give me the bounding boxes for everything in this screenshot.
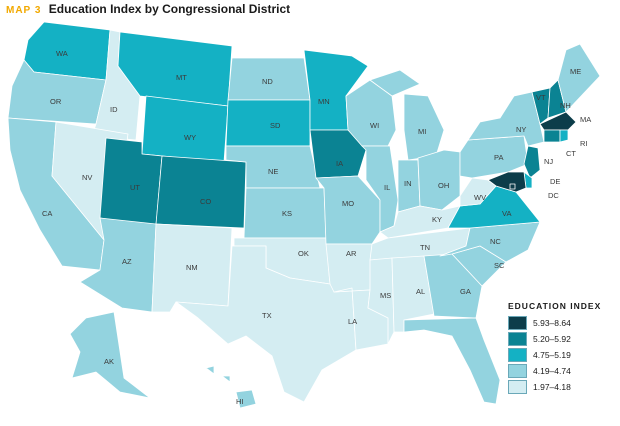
- label-co: CO: [200, 197, 211, 206]
- label-al: AL: [416, 287, 425, 296]
- legend-item: 1.97–4.18: [508, 379, 614, 395]
- legend-label: 5.93–8.64: [533, 318, 571, 328]
- label-nh: NH: [560, 101, 571, 110]
- legend-title: EDUCATION INDEX: [508, 301, 602, 311]
- label-wv: WV: [474, 193, 486, 202]
- label-tx: TX: [262, 311, 272, 320]
- state-md: [487, 171, 527, 193]
- label-tn: TN: [420, 243, 430, 252]
- legend-swatch: [508, 364, 527, 378]
- label-sc: SC: [494, 261, 505, 270]
- label-mt: MT: [176, 73, 187, 82]
- label-ne: NE: [268, 167, 278, 176]
- label-va: VA: [502, 209, 511, 218]
- label-pa: PA: [494, 153, 503, 162]
- legend-label: 5.20–5.92: [533, 334, 571, 344]
- legend-label: 4.19–4.74: [533, 366, 571, 376]
- label-ga: GA: [460, 287, 471, 296]
- label-ca: CA: [42, 209, 52, 218]
- label-dc: DC: [548, 191, 559, 200]
- label-de: DE: [550, 177, 560, 186]
- label-ak: AK: [104, 357, 114, 366]
- label-wy: WY: [184, 133, 196, 142]
- label-ar: AR: [346, 249, 357, 258]
- label-hi: HI: [236, 397, 244, 406]
- state-labels: WA OR CA ID NV MT WY UT CO AZ NM ND SD N…: [42, 49, 591, 406]
- label-nd: ND: [262, 77, 273, 86]
- label-il: IL: [384, 183, 390, 192]
- state-wy: [141, 95, 229, 163]
- label-nc: NC: [490, 237, 501, 246]
- label-mi: MI: [418, 127, 426, 136]
- label-sd: SD: [270, 121, 281, 130]
- label-ri: RI: [580, 139, 588, 148]
- label-nv: NV: [82, 173, 92, 182]
- state-va: [447, 185, 541, 229]
- label-vt: VT: [536, 93, 546, 102]
- state-nj: [523, 145, 541, 179]
- state-me: [557, 43, 601, 113]
- state-tx: [175, 245, 357, 403]
- label-id: ID: [110, 105, 118, 114]
- label-ks: KS: [282, 209, 292, 218]
- label-ok: OK: [298, 249, 309, 258]
- state-oh: [417, 149, 461, 211]
- label-ut: UT: [130, 183, 140, 192]
- state-fl: [403, 317, 501, 405]
- label-az: AZ: [122, 257, 132, 266]
- legend: EDUCATION INDEX 5.93–8.64 5.20–5.92 4.75…: [508, 301, 614, 395]
- label-mn: MN: [318, 97, 330, 106]
- state-co: [155, 155, 247, 229]
- label-nm: NM: [186, 263, 198, 272]
- label-ms: MS: [380, 291, 391, 300]
- state-ri: [559, 129, 569, 143]
- map-title: MAP 3 Education Index by Congressional D…: [6, 2, 290, 16]
- label-oh: OH: [438, 181, 449, 190]
- legend-label: 1.97–4.18: [533, 382, 571, 392]
- legend-swatch: [508, 380, 527, 394]
- label-in: IN: [404, 179, 412, 188]
- label-wi: WI: [370, 121, 379, 130]
- legend-item: 4.19–4.74: [508, 363, 614, 379]
- state-mo: [315, 175, 381, 245]
- legend-item: 5.20–5.92: [508, 331, 614, 347]
- state-nc: [439, 221, 541, 263]
- label-nj: NJ: [544, 157, 553, 166]
- state-ak: [69, 311, 151, 399]
- state-dc: [509, 183, 516, 190]
- legend-label: 4.75–5.19: [533, 350, 571, 360]
- legend-item: 4.75–5.19: [508, 347, 614, 363]
- label-ct: CT: [566, 149, 576, 158]
- legend-swatch: [508, 332, 527, 346]
- state-ky: [379, 205, 461, 239]
- label-ky: KY: [432, 215, 442, 224]
- label-la: LA: [348, 317, 357, 326]
- legend-swatch: [508, 348, 527, 362]
- label-or: OR: [50, 97, 62, 106]
- state-ma: [539, 111, 577, 131]
- label-wa: WA: [56, 49, 68, 58]
- label-ia: IA: [336, 159, 343, 168]
- map-title-text: Education Index by Congressional Distric…: [48, 2, 291, 16]
- label-me: ME: [570, 67, 581, 76]
- legend-item: 5.93–8.64: [508, 315, 614, 331]
- label-mo: MO: [342, 199, 354, 208]
- map-number: MAP 3: [6, 5, 42, 16]
- label-ny: NY: [516, 125, 526, 134]
- label-ma: MA: [580, 115, 591, 124]
- state-sd: [225, 99, 311, 147]
- legend-swatch: [508, 316, 527, 330]
- state-ct: [543, 129, 561, 143]
- state-hi: [205, 365, 257, 409]
